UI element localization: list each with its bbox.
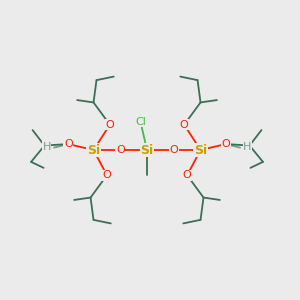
Text: O: O	[180, 120, 189, 130]
Text: Si: Si	[87, 143, 100, 157]
Text: O: O	[103, 170, 111, 180]
Text: H: H	[42, 142, 51, 152]
Text: H: H	[243, 142, 252, 152]
Text: Si: Si	[140, 143, 154, 157]
Text: O: O	[116, 145, 125, 155]
Text: O: O	[221, 139, 230, 149]
Text: Cl: Cl	[135, 117, 146, 127]
Text: O: O	[64, 139, 73, 149]
Text: Si: Si	[194, 143, 207, 157]
Text: O: O	[106, 120, 114, 130]
Text: O: O	[183, 170, 191, 180]
Text: O: O	[169, 145, 178, 155]
